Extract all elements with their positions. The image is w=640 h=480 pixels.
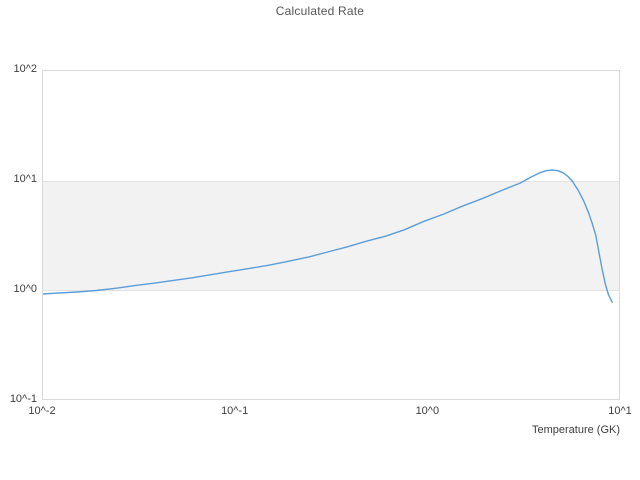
chart-title: Calculated Rate bbox=[275, 4, 365, 18]
y-tick-label: 10^-1 bbox=[9, 393, 37, 405]
plot-area bbox=[42, 70, 620, 400]
log-decade-band bbox=[43, 181, 619, 291]
x-tick-label: 10^1 bbox=[608, 405, 632, 417]
y-tick-label: 10^0 bbox=[13, 283, 37, 295]
x-axis-title: Temperature (GK) bbox=[531, 424, 620, 436]
x-tick-label: 10^0 bbox=[415, 405, 440, 417]
x-tick-label: 10^-2 bbox=[28, 405, 56, 417]
x-tick-label: 10^-1 bbox=[221, 405, 249, 417]
y-tick-label: 10^1 bbox=[13, 173, 37, 185]
rate-line bbox=[43, 169, 613, 304]
y-tick-label: 10^2 bbox=[13, 63, 37, 75]
rate-line-plot bbox=[43, 169, 613, 304]
